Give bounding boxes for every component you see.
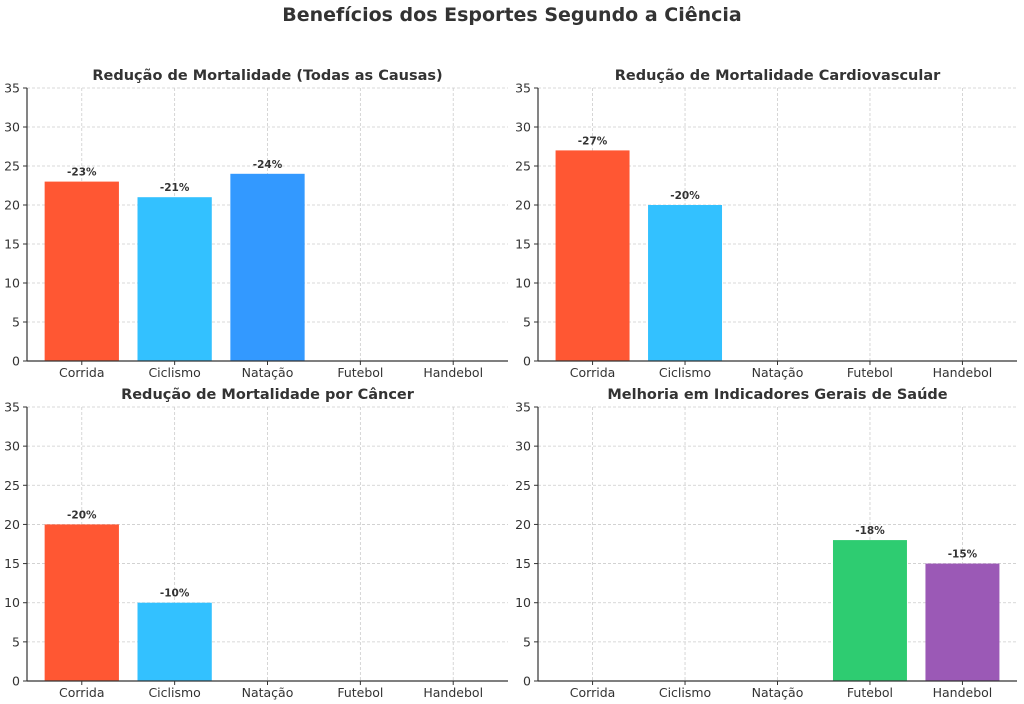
- bar-ciclismo: [137, 197, 212, 361]
- bar-corrida: [44, 181, 119, 361]
- y-tick-label: 10: [4, 276, 20, 291]
- x-tick-label: Futebol: [847, 685, 893, 700]
- y-tick-label: 20: [515, 198, 531, 213]
- chart-panel-2: 0 5 10 15 20 25 30 35 -27% Corrida -20% Ciclismo Nat…: [515, 68, 1017, 380]
- bar-corrida: [44, 524, 119, 681]
- x-tick-label: Natação: [242, 685, 294, 700]
- panel-title: Redução de Mortalidade (Todas as Causas): [92, 68, 442, 84]
- data-label: -20%: [67, 509, 97, 521]
- panel-title: Redução de Mortalidade Cardiovascular: [615, 68, 941, 84]
- data-label: -27%: [578, 135, 608, 147]
- x-tick-label: Handebol: [933, 685, 993, 700]
- y-tick-label: 30: [4, 120, 20, 135]
- bar-natao: [230, 173, 305, 361]
- y-tick-label: 0: [12, 674, 20, 689]
- data-label: -23%: [67, 167, 97, 179]
- x-tick-label: Natação: [752, 685, 804, 700]
- y-tick-label: 15: [4, 237, 20, 252]
- x-tick-label: Corrida: [570, 685, 616, 700]
- x-tick-label: Corrida: [59, 365, 105, 380]
- bar-ciclismo: [137, 602, 212, 681]
- data-label: -24%: [253, 159, 283, 171]
- chart-panel-4: 0 5 10 15 20 25 30 35 Corrida Ciclismo Natação -18%…: [515, 387, 1017, 700]
- y-tick-label: 5: [523, 634, 531, 649]
- y-tick-label: 15: [515, 237, 531, 252]
- chart-panel-3: 0 5 10 15 20 25 30 35 -20% Corrida -10% Ciclismo Nat…: [4, 387, 508, 700]
- y-tick-label: 0: [12, 354, 20, 369]
- y-tick-label: 20: [515, 517, 531, 532]
- x-tick-label: Ciclismo: [659, 365, 711, 380]
- y-tick-label: 35: [515, 81, 531, 96]
- bar-handebol: [925, 563, 1000, 681]
- y-tick-label: 5: [12, 315, 20, 330]
- y-tick-label: 0: [523, 674, 531, 689]
- y-tick-label: 35: [4, 81, 20, 96]
- bar-futebol: [832, 540, 907, 681]
- x-tick-label: Corrida: [59, 685, 105, 700]
- bar-ciclismo: [648, 205, 723, 361]
- figure-title: Benefícios dos Esportes Segundo a Ciênci…: [282, 4, 742, 26]
- x-tick-label: Ciclismo: [659, 685, 711, 700]
- y-tick-label: 30: [515, 439, 531, 454]
- data-label: -20%: [670, 190, 700, 202]
- y-tick-label: 30: [515, 120, 531, 135]
- y-tick-label: 15: [515, 556, 531, 571]
- x-tick-label: Handebol: [933, 365, 993, 380]
- data-label: -10%: [160, 588, 190, 600]
- x-tick-label: Futebol: [337, 685, 383, 700]
- x-tick-label: Handebol: [423, 685, 483, 700]
- y-tick-label: 20: [4, 198, 20, 213]
- y-tick-label: 35: [4, 400, 20, 415]
- bar-corrida: [555, 150, 630, 361]
- y-tick-label: 5: [12, 634, 20, 649]
- y-tick-label: 0: [523, 354, 531, 369]
- x-tick-label: Ciclismo: [148, 685, 200, 700]
- y-tick-label: 5: [523, 315, 531, 330]
- x-tick-label: Natação: [752, 365, 804, 380]
- y-tick-label: 30: [4, 439, 20, 454]
- chart-panel-1: 0 5 10 15 20 25 30 35 -23% Corrida -21% Ciclismo -24…: [4, 68, 508, 380]
- y-tick-label: 25: [4, 159, 20, 174]
- panel-title: Melhoria em Indicadores Gerais de Saúde: [607, 387, 947, 403]
- y-tick-label: 25: [515, 159, 531, 174]
- y-tick-label: 20: [4, 517, 20, 532]
- y-tick-label: 25: [515, 478, 531, 493]
- x-tick-label: Handebol: [423, 365, 483, 380]
- x-tick-label: Futebol: [337, 365, 383, 380]
- y-tick-label: 15: [4, 556, 20, 571]
- data-label: -15%: [948, 549, 978, 561]
- y-tick-label: 35: [515, 400, 531, 415]
- y-tick-label: 10: [515, 595, 531, 610]
- y-tick-label: 10: [515, 276, 531, 291]
- x-tick-label: Natação: [242, 365, 294, 380]
- x-tick-label: Ciclismo: [148, 365, 200, 380]
- y-tick-label: 10: [4, 595, 20, 610]
- x-tick-label: Corrida: [570, 365, 616, 380]
- y-tick-label: 25: [4, 478, 20, 493]
- data-label: -18%: [855, 525, 885, 537]
- data-label: -21%: [160, 182, 190, 194]
- x-tick-label: Futebol: [847, 365, 893, 380]
- panel-title: Redução de Mortalidade por Câncer: [121, 387, 415, 403]
